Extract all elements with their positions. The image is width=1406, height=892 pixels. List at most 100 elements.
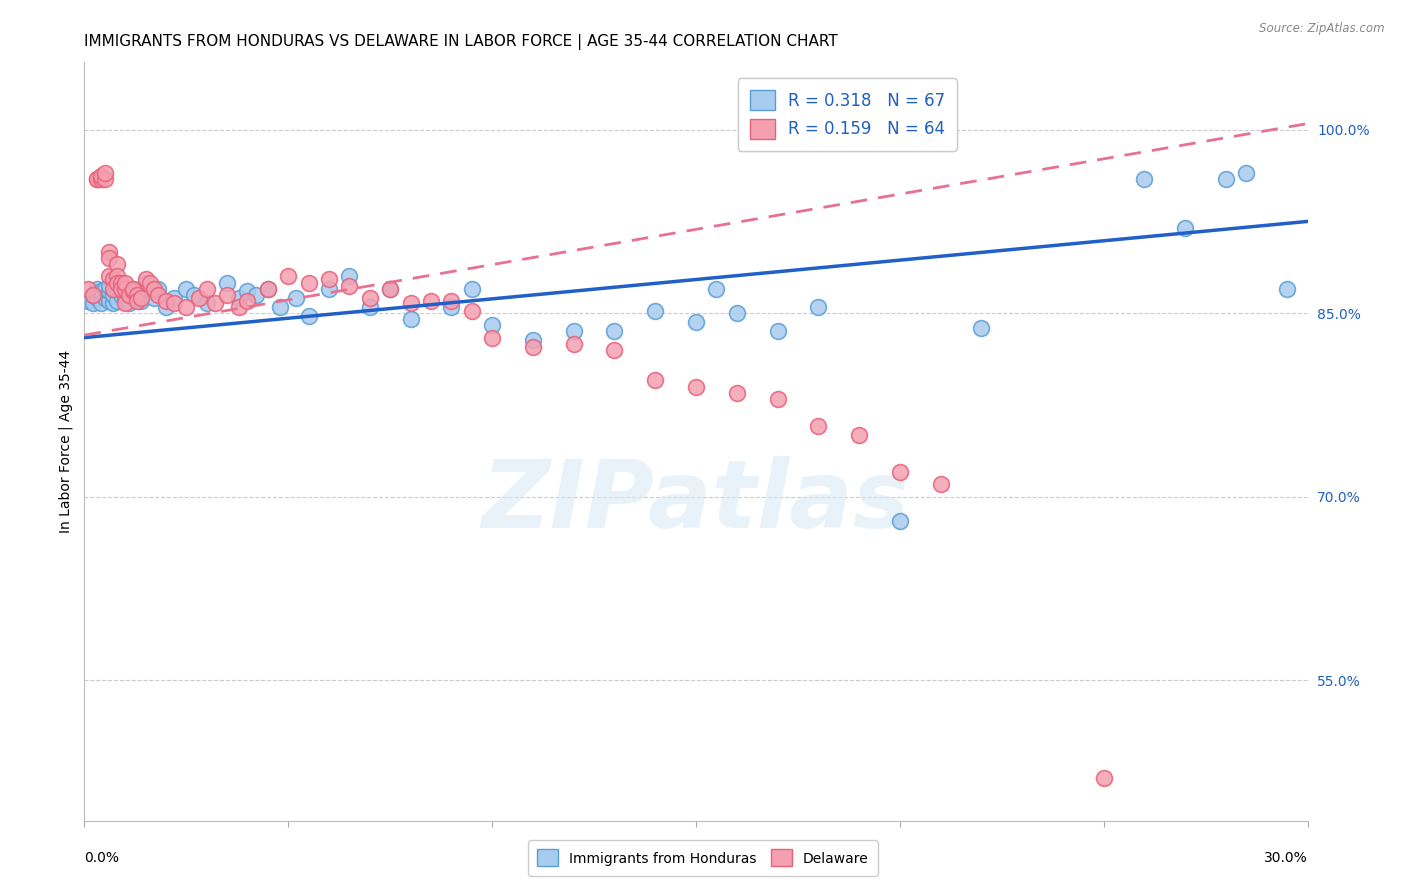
Point xyxy=(82,296,104,310)
Legend: Immigrants from Honduras, Delaware: Immigrants from Honduras, Delaware xyxy=(527,839,879,876)
Point xyxy=(86,292,108,306)
Point xyxy=(127,293,149,308)
Point xyxy=(118,287,141,301)
Point xyxy=(204,296,226,310)
Point xyxy=(122,282,145,296)
Point xyxy=(970,320,993,334)
Point xyxy=(86,282,108,296)
Point xyxy=(93,171,115,186)
Point xyxy=(257,282,280,296)
Point xyxy=(77,282,100,296)
Point xyxy=(1174,220,1197,235)
Point xyxy=(131,293,153,308)
Point xyxy=(236,293,259,308)
Point xyxy=(848,428,870,442)
Point xyxy=(135,272,157,286)
Point xyxy=(399,296,422,310)
Point xyxy=(105,257,128,271)
Point xyxy=(644,373,666,387)
Point xyxy=(929,477,952,491)
Point xyxy=(420,293,443,308)
Point xyxy=(245,287,267,301)
Point xyxy=(399,312,422,326)
Point xyxy=(122,292,145,306)
Point xyxy=(142,292,165,306)
Point xyxy=(481,318,503,333)
Point xyxy=(562,325,585,339)
Point xyxy=(127,287,149,301)
Point xyxy=(97,244,120,259)
Point xyxy=(1215,171,1237,186)
Point xyxy=(82,287,104,301)
Point xyxy=(706,282,728,296)
Point xyxy=(807,300,830,314)
Point xyxy=(359,300,381,314)
Point xyxy=(725,385,748,400)
Point xyxy=(142,282,165,296)
Point xyxy=(114,282,136,296)
Point xyxy=(105,293,128,308)
Point xyxy=(1133,171,1156,186)
Point xyxy=(603,343,626,357)
Text: 30.0%: 30.0% xyxy=(1264,851,1308,865)
Point xyxy=(285,292,308,306)
Point xyxy=(101,296,124,310)
Point xyxy=(90,296,112,310)
Point xyxy=(269,300,291,314)
Point xyxy=(101,272,124,286)
Point xyxy=(380,282,402,296)
Point xyxy=(195,282,218,296)
Point xyxy=(114,292,136,306)
Point xyxy=(1236,165,1258,179)
Point xyxy=(187,292,209,306)
Y-axis label: In Labor Force | Age 35-44: In Labor Force | Age 35-44 xyxy=(59,350,73,533)
Point xyxy=(155,293,177,308)
Point xyxy=(298,309,321,323)
Point xyxy=(110,276,132,290)
Text: IMMIGRANTS FROM HONDURAS VS DELAWARE IN LABOR FORCE | AGE 35-44 CORRELATION CHAR: IMMIGRANTS FROM HONDURAS VS DELAWARE IN … xyxy=(84,34,838,50)
Point xyxy=(93,282,115,296)
Point xyxy=(101,287,124,301)
Point xyxy=(131,292,153,306)
Point xyxy=(1092,771,1115,785)
Point xyxy=(440,300,463,314)
Point xyxy=(97,269,120,284)
Point xyxy=(380,282,402,296)
Point xyxy=(114,296,136,310)
Point xyxy=(135,276,157,290)
Point xyxy=(122,282,145,296)
Text: 0.0%: 0.0% xyxy=(84,851,120,865)
Point xyxy=(110,287,132,301)
Point xyxy=(236,284,259,298)
Point xyxy=(90,171,112,186)
Point xyxy=(127,284,149,298)
Point xyxy=(118,296,141,310)
Point xyxy=(97,284,120,298)
Point xyxy=(93,292,115,306)
Point xyxy=(97,279,120,293)
Point xyxy=(217,276,239,290)
Text: ZIPatlas: ZIPatlas xyxy=(482,456,910,549)
Point xyxy=(522,333,544,347)
Point xyxy=(277,269,299,284)
Point xyxy=(118,287,141,301)
Text: Source: ZipAtlas.com: Source: ZipAtlas.com xyxy=(1260,22,1385,36)
Point xyxy=(440,293,463,308)
Point xyxy=(77,293,100,308)
Point xyxy=(318,272,340,286)
Point xyxy=(889,514,911,528)
Point xyxy=(97,293,120,308)
Point xyxy=(105,276,128,290)
Point xyxy=(318,282,340,296)
Point xyxy=(174,300,197,314)
Point xyxy=(481,330,503,344)
Point xyxy=(461,282,484,296)
Point xyxy=(163,296,186,310)
Point xyxy=(86,171,108,186)
Point xyxy=(889,465,911,479)
Point xyxy=(228,292,250,306)
Point xyxy=(82,287,104,301)
Point xyxy=(110,279,132,293)
Point xyxy=(685,315,707,329)
Point xyxy=(101,282,124,296)
